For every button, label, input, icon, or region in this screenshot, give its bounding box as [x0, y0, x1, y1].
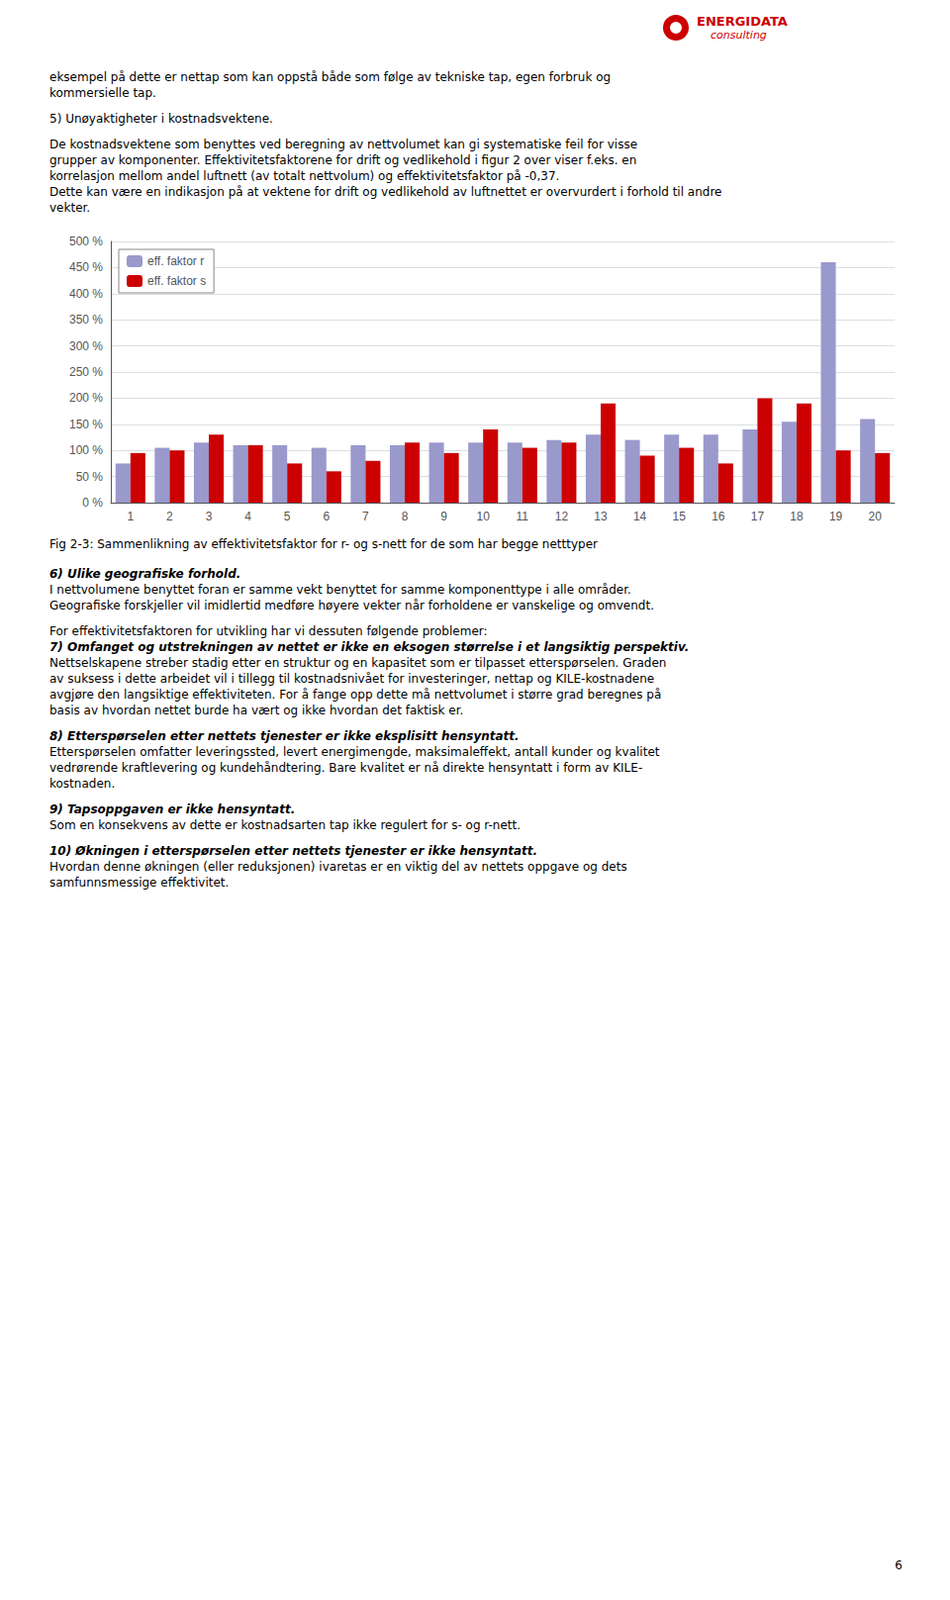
svg-text:12: 12	[555, 509, 570, 524]
html-text:avgjøre den langsiktige effekt: avgjøre den langsiktige effektiviteten. …	[49, 687, 662, 702]
svg-text:20: 20	[868, 509, 883, 524]
html-text:6: 6	[894, 1558, 903, 1573]
svg-text:250 %: 250 %	[69, 365, 103, 380]
html-text:Nettselskapene streber stadig: Nettselskapene streber stadig etter en s…	[49, 656, 667, 670]
html-text:9) Tapsoppgaven er ikke hensyn: 9) Tapsoppgaven er ikke hensyntatt.	[49, 802, 296, 817]
html-text:Som en konsekvens av dette er: Som en konsekvens av dette er kostnadsar…	[49, 818, 521, 833]
html-text:consulting: consulting	[710, 28, 767, 42]
html-text:kommersielle tap.: kommersielle tap.	[49, 86, 157, 100]
svg-text:19: 19	[829, 509, 844, 524]
svg-text:350 %: 350 %	[69, 312, 103, 327]
html-text:vedrørende kraftlevering og ku: vedrørende kraftlevering og kundehåndter…	[49, 760, 643, 775]
svg-text:eff. faktor s: eff. faktor s	[147, 274, 206, 288]
html-text:Geografiske forskjeller vil im: Geografiske forskjeller vil imidlertid m…	[49, 598, 655, 613]
html-text:De kostnadsvektene som benytte: De kostnadsvektene som benyttes ved bere…	[49, 137, 638, 152]
html-text:korrelasjon mellom andel luftn: korrelasjon mellom andel luftnett (av to…	[49, 169, 560, 184]
html-text:Fig 2-3: Sammenlikning av effe: Fig 2-3: Sammenlikning av effektivitetsf…	[49, 537, 598, 552]
svg-text:50 %: 50 %	[76, 470, 104, 484]
svg-text:9: 9	[440, 509, 448, 524]
svg-text:100 %: 100 %	[69, 443, 103, 458]
svg-text:0 %: 0 %	[82, 495, 103, 510]
svg-text:3: 3	[205, 509, 213, 524]
svg-text:500 %: 500 %	[69, 234, 103, 249]
svg-text:10: 10	[476, 509, 491, 524]
svg-text:7: 7	[362, 509, 370, 524]
svg-text:5: 5	[284, 509, 291, 524]
html-text:av suksess i dette arbeidet vi: av suksess i dette arbeidet vil i tilleg…	[49, 671, 655, 686]
html-text:Hvordan denne økningen (eller: Hvordan denne økningen (eller reduksjone…	[49, 859, 628, 874]
svg-text:4: 4	[244, 509, 252, 524]
html-text:ENERGIDATA: ENERGIDATA	[696, 13, 788, 29]
html-text:vekter.: vekter.	[49, 200, 91, 215]
html-text:Etterspørselen omfatter leveri: Etterspørselen omfatter leveringssted, l…	[49, 745, 660, 760]
html-text:samfunnsmessige effektivitet.: samfunnsmessige effektivitet.	[49, 875, 229, 890]
html-text:kostnaden.: kostnaden.	[49, 776, 115, 791]
html-text:eksempel på dette er nettap so: eksempel på dette er nettap som kan opps…	[49, 70, 611, 85]
svg-text:6: 6	[322, 509, 330, 524]
svg-text:300 %: 300 %	[69, 339, 103, 354]
svg-text:15: 15	[672, 509, 687, 524]
svg-text:200 %: 200 %	[69, 390, 103, 405]
svg-text:8: 8	[401, 509, 409, 524]
html-text:basis av hvordan nettet burde: basis av hvordan nettet burde ha vært og…	[49, 703, 464, 718]
svg-text:2: 2	[166, 509, 174, 524]
html-text:7) Omfanget og utstrekningen a: 7) Omfanget og utstrekningen av nettet e…	[49, 640, 690, 655]
svg-text:16: 16	[711, 509, 726, 524]
svg-text:18: 18	[789, 509, 804, 524]
html-text:6) Ulike geografiske forhold.: 6) Ulike geografiske forhold.	[49, 567, 241, 581]
svg-text:150 %: 150 %	[69, 417, 103, 432]
html-text:8) Etterspørselen etter nettet: 8) Etterspørselen etter nettets tjeneste…	[49, 729, 520, 744]
svg-text:400 %: 400 %	[69, 286, 103, 301]
svg-text:13: 13	[593, 509, 608, 524]
svg-text:11: 11	[516, 509, 530, 524]
svg-text:17: 17	[751, 509, 765, 524]
html-text:grupper av komponenter. Effekt: grupper av komponenter. Effektivitetsfak…	[49, 153, 637, 168]
svg-text:450 %: 450 %	[69, 260, 103, 275]
html-text:Dette kan være en indikasjon p: Dette kan være en indikasjon på at vekte…	[49, 185, 722, 199]
svg-text:1: 1	[126, 509, 134, 524]
html-text:For effektivitetsfaktoren for: For effektivitetsfaktoren for utvikling …	[49, 624, 488, 639]
svg-text:eff. faktor r: eff. faktor r	[147, 254, 204, 269]
html-text:10) Økningen i etterspørselen: 10) Økningen i etterspørselen etter nett…	[49, 844, 538, 858]
html-text:5) Unøyaktigheter i kostnadsve: 5) Unøyaktigheter i kostnadsvektene.	[49, 111, 274, 126]
html-text:I nettvolumene benyttet foran: I nettvolumene benyttet foran er samme v…	[49, 582, 632, 597]
svg-text:14: 14	[633, 509, 648, 524]
